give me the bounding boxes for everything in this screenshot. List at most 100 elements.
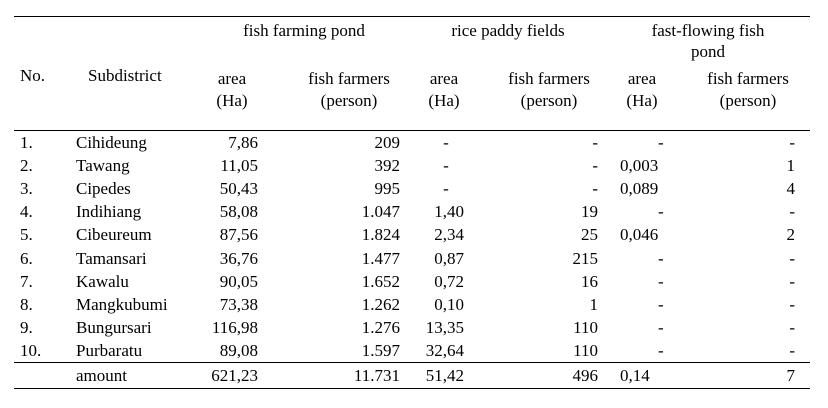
cell-paddy-area: 0,10 bbox=[434, 294, 464, 314]
cell-paddy-area: 0,72 bbox=[434, 271, 464, 291]
subheader-area: area bbox=[627, 69, 657, 88]
cell-fast-farmers: - bbox=[789, 294, 795, 314]
cell-paddy-area: - bbox=[443, 179, 449, 199]
cell-subdistrict: Cipedes bbox=[76, 179, 131, 199]
cell-pond-area: 73,38 bbox=[219, 294, 258, 314]
cell-fast-farmers: - bbox=[789, 317, 795, 337]
group-fast-flowing-fish-pond-line2: pond bbox=[691, 42, 725, 61]
cell-paddy-farmers: 496 bbox=[572, 366, 599, 385]
cell-no: 10. bbox=[20, 340, 42, 360]
cell-paddy-farmers: - bbox=[592, 156, 598, 176]
subheader-fish-farmers-unit: (person) bbox=[320, 91, 378, 110]
cell-fast-farmers: 4 bbox=[786, 179, 796, 199]
header-no: No. bbox=[20, 66, 46, 85]
cell-subdistrict: Tamansari bbox=[76, 248, 147, 268]
header-rule bbox=[14, 130, 810, 131]
cell-pond-farmers: 1.477 bbox=[361, 248, 400, 268]
subheader-area: area bbox=[217, 69, 247, 88]
cell-pond-farmers: 1.597 bbox=[361, 340, 400, 360]
cell-fast-farmers: - bbox=[789, 340, 795, 360]
group-rice-paddy-fields: rice paddy fields bbox=[451, 21, 565, 40]
group-fish-farming-pond: fish farming pond bbox=[243, 21, 365, 40]
cell-fast-area: - bbox=[658, 340, 664, 360]
cell-no: 1. bbox=[20, 133, 33, 152]
cell-no: 9. bbox=[20, 317, 33, 337]
subheader-fish-farmers-unit: (person) bbox=[520, 91, 578, 110]
cell-paddy-farmers: 1 bbox=[589, 294, 599, 314]
cell-subdistrict: Indihiang bbox=[76, 202, 142, 222]
cell-fast-area: 0,003 bbox=[620, 156, 659, 176]
top-rule bbox=[14, 16, 810, 17]
cell-subdistrict: Kawalu bbox=[76, 271, 129, 291]
cell-pond-area: 58,08 bbox=[219, 202, 258, 222]
cell-fast-area: - bbox=[658, 317, 664, 337]
cell-paddy-area: 2,34 bbox=[434, 225, 464, 245]
cell-paddy-area: 51,42 bbox=[425, 366, 464, 385]
cell-paddy-area: 0,87 bbox=[434, 248, 464, 268]
cell-pond-area: 87,56 bbox=[219, 225, 258, 245]
cell-pond-farmers: 392 bbox=[374, 156, 401, 176]
subheader-fish-farmers: fish farmers bbox=[508, 69, 590, 88]
cell-pond-farmers: 11.731 bbox=[353, 366, 400, 385]
cell-fast-area: 0,046 bbox=[620, 225, 659, 245]
cell-paddy-farmers: 110 bbox=[573, 317, 598, 337]
cell-fast-farmers: 7 bbox=[786, 366, 796, 385]
subheader-fish-farmers-unit: (person) bbox=[719, 91, 777, 110]
cell-subdistrict: Cihideung bbox=[76, 133, 147, 152]
cell-paddy-farmers: 215 bbox=[572, 248, 599, 268]
cell-paddy-area: - bbox=[443, 156, 449, 176]
cell-subdistrict: Purbaratu bbox=[76, 340, 143, 360]
cell-subdistrict: Bungursari bbox=[76, 317, 152, 337]
header-subdistrict: Subdistrict bbox=[88, 66, 162, 85]
cell-pond-area: 50,43 bbox=[219, 179, 258, 199]
subheader-fish-farmers: fish farmers bbox=[308, 69, 390, 88]
cell-fast-area: - bbox=[658, 133, 664, 152]
cell-paddy-area: 32,64 bbox=[425, 340, 464, 360]
cell-pond-area: 7,86 bbox=[228, 133, 258, 152]
cell-pond-farmers: 1.276 bbox=[361, 317, 400, 337]
cell-no: 5. bbox=[20, 225, 33, 245]
subheader-area: area bbox=[429, 69, 459, 88]
cell-subdistrict: Tawang bbox=[76, 156, 130, 176]
subheader-area-unit: (Ha) bbox=[216, 91, 248, 110]
cell-pond-farmers: 1.824 bbox=[361, 225, 400, 245]
cell-no: 4. bbox=[20, 202, 33, 222]
cell-fast-farmers: - bbox=[789, 271, 795, 291]
cell-pond-area: 36,76 bbox=[219, 248, 258, 268]
cell-fast-area: 0,14 bbox=[620, 366, 650, 385]
cell-pond-area: 11,05 bbox=[220, 156, 258, 176]
cell-pond-area: 621,23 bbox=[211, 366, 258, 385]
bottom-rule bbox=[14, 388, 810, 389]
cell-no: 3. bbox=[20, 179, 33, 199]
cell-fast-area: 0,089 bbox=[620, 179, 659, 199]
cell-paddy-farmers: 19 bbox=[581, 202, 598, 222]
subheader-fish-farmers: fish farmers bbox=[707, 69, 789, 88]
cell-pond-farmers: 1.262 bbox=[361, 294, 400, 314]
cell-fast-area: - bbox=[658, 294, 664, 314]
cell-pond-area: 90,05 bbox=[219, 271, 258, 291]
cell-paddy-farmers: 25 bbox=[581, 225, 598, 245]
cell-fast-area: - bbox=[658, 202, 664, 222]
cell-paddy-farmers: - bbox=[592, 133, 598, 152]
cell-subdistrict: amount bbox=[76, 366, 127, 385]
cell-paddy-area: 13,35 bbox=[425, 317, 464, 337]
cell-fast-farmers: - bbox=[789, 133, 795, 152]
cell-no: 6. bbox=[20, 248, 33, 268]
cell-pond-farmers: 1.047 bbox=[361, 202, 400, 222]
cell-paddy-area: - bbox=[443, 133, 449, 152]
cell-pond-farmers: 1.652 bbox=[361, 271, 400, 291]
cell-subdistrict: Mangkubumi bbox=[76, 294, 168, 314]
cell-pond-area: 116,98 bbox=[211, 317, 258, 337]
cell-fast-farmers: 2 bbox=[786, 225, 796, 245]
cell-fast-area: - bbox=[658, 248, 664, 268]
cell-subdistrict: Cibeureum bbox=[76, 225, 152, 245]
cell-paddy-farmers: - bbox=[592, 179, 598, 199]
cell-fast-farmers: - bbox=[789, 248, 795, 268]
cell-no: 8. bbox=[20, 294, 33, 314]
cell-pond-area: 89,08 bbox=[219, 340, 258, 360]
cell-fast-farmers: - bbox=[789, 202, 795, 222]
cell-pond-farmers: 995 bbox=[374, 179, 401, 199]
cell-fast-area: - bbox=[658, 271, 664, 291]
cell-fast-farmers: 1 bbox=[786, 156, 796, 176]
cell-no: 7. bbox=[20, 271, 33, 291]
